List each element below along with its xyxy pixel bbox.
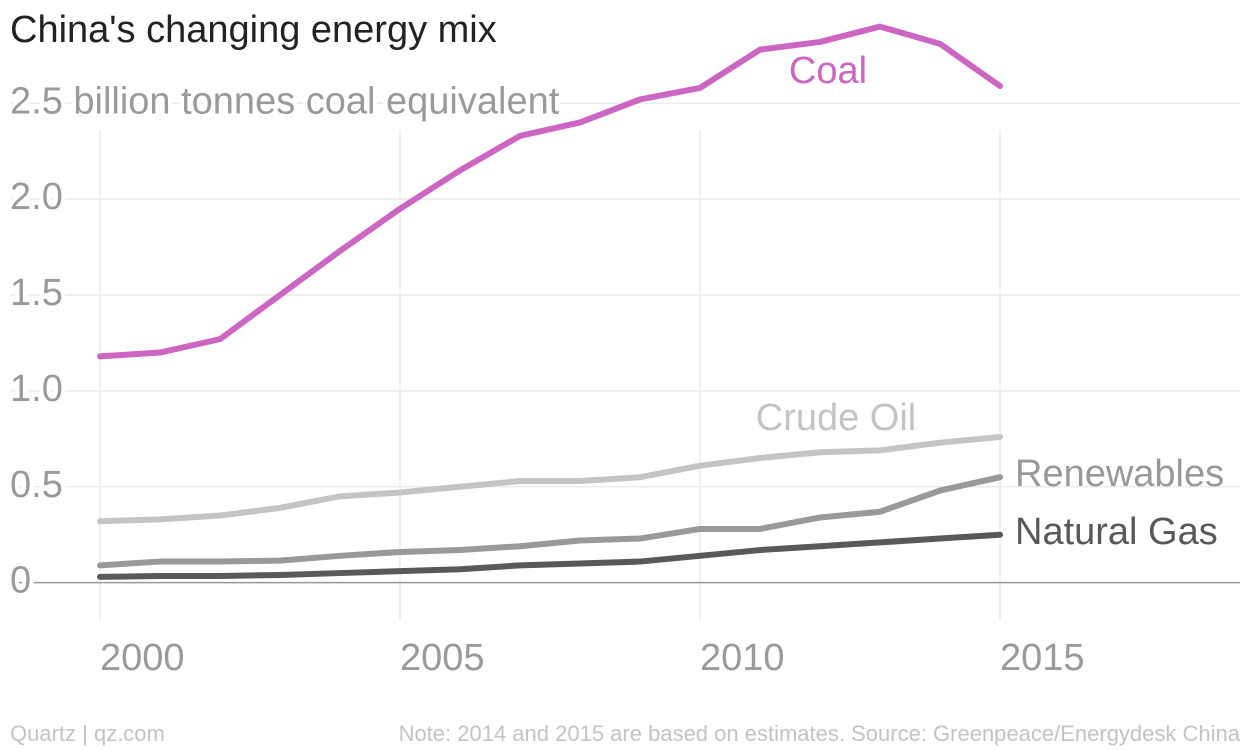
line xyxy=(97,474,1003,569)
y-tick-label: 1.0 xyxy=(10,368,63,410)
source: Quartz | qz.com xyxy=(10,721,165,746)
y-tick-label: 1.5 xyxy=(10,272,63,314)
y-tick-label: 2.5 billion tonnes coal equivalent xyxy=(10,80,560,122)
series-label: Renewables xyxy=(1015,453,1224,495)
note: Note: 2014 and 2015 are based on estimat… xyxy=(399,721,1241,746)
chart-title: China's changing energy mix xyxy=(10,9,497,51)
series-label: Natural Gas xyxy=(1015,511,1218,553)
y-tick-label: 2.0 xyxy=(10,176,63,218)
x-tick-label: 2005 xyxy=(400,637,485,679)
x-tick-label: 2000 xyxy=(100,637,185,679)
x-tick-label: 2015 xyxy=(1000,637,1085,679)
y-tick-label: 0 xyxy=(10,560,31,602)
series-label: Crude Oil xyxy=(756,397,917,439)
x-tick-label: 2010 xyxy=(700,637,785,679)
line xyxy=(97,433,1003,525)
line xyxy=(97,531,1003,580)
y-tick-label: 0.5 xyxy=(10,464,63,506)
line xyxy=(97,23,1003,360)
series-label: Coal xyxy=(789,50,867,92)
